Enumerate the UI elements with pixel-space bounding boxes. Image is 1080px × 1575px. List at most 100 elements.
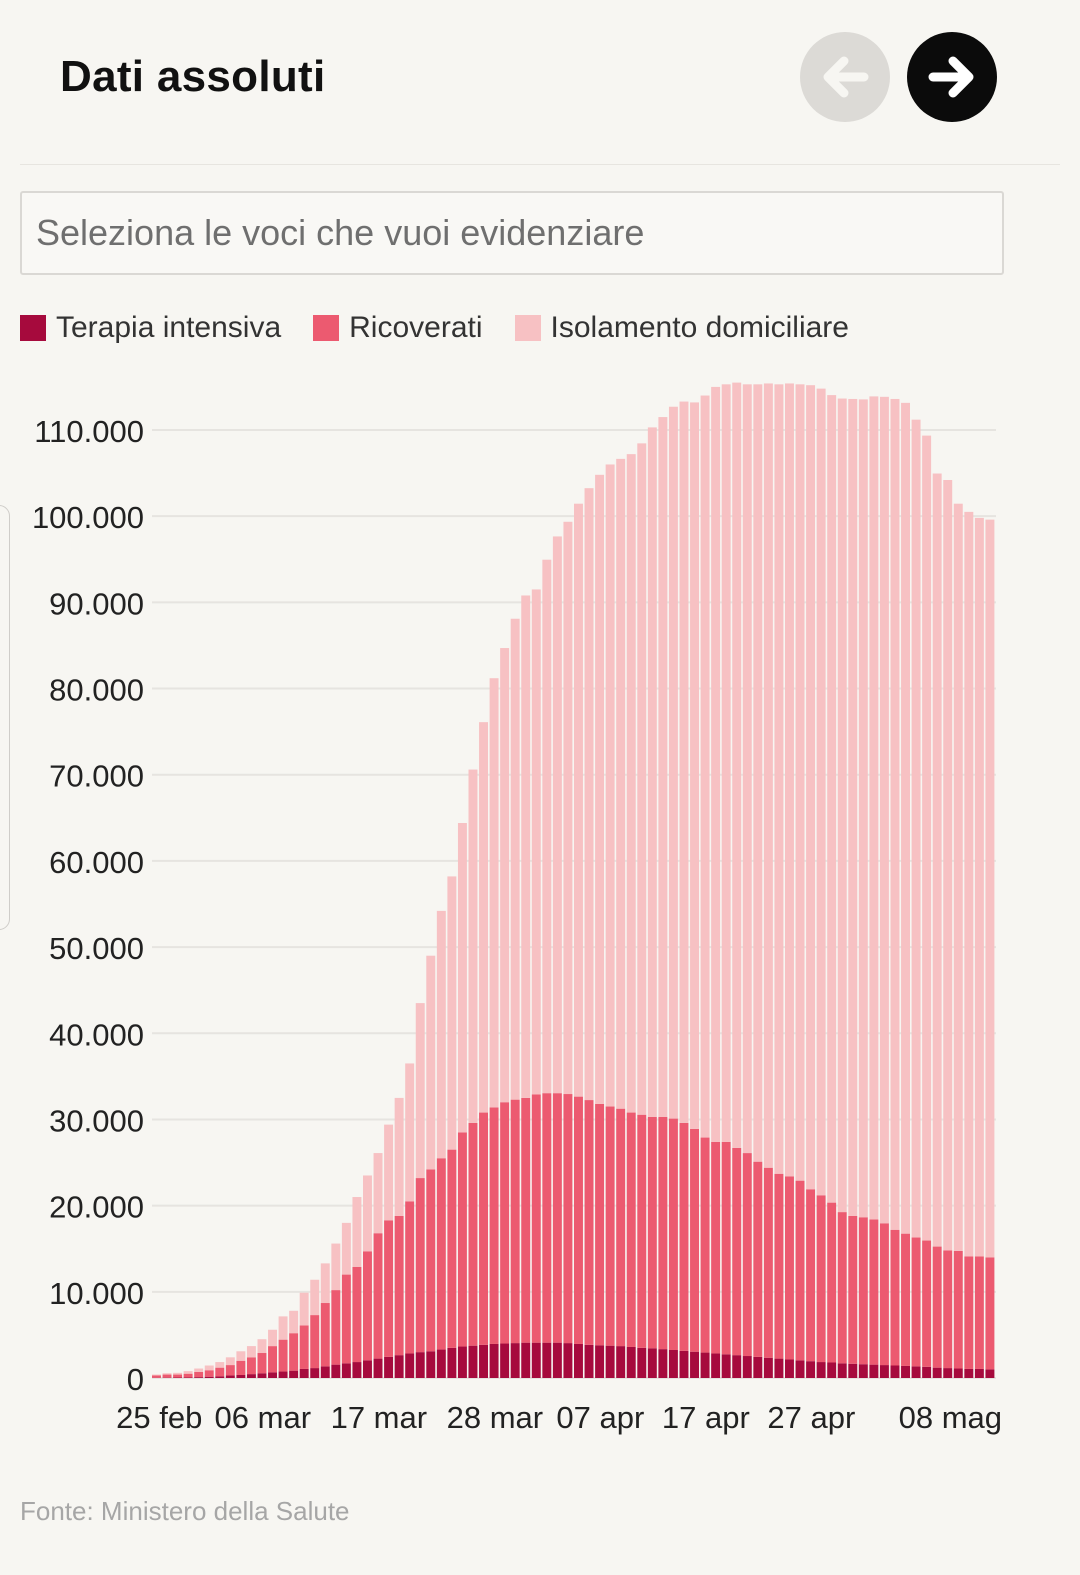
bar-isolamento-domiciliare[interactable] [489, 678, 499, 1108]
bar-ricoverati[interactable] [373, 1233, 383, 1359]
bar-ricoverati[interactable] [552, 1093, 562, 1343]
legend-item-isolamento-domiciliare[interactable]: Isolamento domiciliare [514, 311, 849, 345]
bar-isolamento-domiciliare[interactable] [785, 383, 794, 1177]
bar-terapia-intensiva[interactable] [394, 1355, 404, 1378]
bar-ricoverati[interactable] [363, 1251, 372, 1361]
bar-terapia-intensiva[interactable] [268, 1372, 277, 1378]
bar-terapia-intensiva[interactable] [384, 1356, 394, 1378]
bar-terapia-intensiva[interactable] [352, 1362, 362, 1378]
bar-ricoverati[interactable] [795, 1180, 805, 1361]
bar-ricoverati[interactable] [352, 1266, 362, 1363]
bar-ricoverati[interactable] [173, 1374, 183, 1378]
bar-isolamento-domiciliare[interactable] [552, 536, 562, 1094]
bar-isolamento-domiciliare[interactable] [320, 1263, 330, 1304]
bar-terapia-intensiva[interactable] [816, 1362, 826, 1378]
bar-isolamento-domiciliare[interactable] [732, 382, 742, 1148]
bar-isolamento-domiciliare[interactable] [510, 618, 520, 1100]
bar-ricoverati[interactable] [774, 1173, 784, 1359]
bar-ricoverati[interactable] [162, 1374, 172, 1378]
bar-ricoverati[interactable] [278, 1339, 288, 1372]
bar-ricoverati[interactable] [668, 1118, 678, 1350]
bar-terapia-intensiva[interactable] [690, 1351, 699, 1378]
bar-terapia-intensiva[interactable] [637, 1347, 647, 1378]
bar-ricoverati[interactable] [595, 1103, 605, 1346]
bar-isolamento-domiciliare[interactable] [837, 398, 847, 1213]
bar-ricoverati[interactable] [225, 1365, 235, 1376]
bar-isolamento-domiciliare[interactable] [626, 454, 636, 1113]
bar-isolamento-domiciliare[interactable] [310, 1279, 320, 1316]
bar-terapia-intensiva[interactable] [953, 1368, 963, 1378]
bar-terapia-intensiva[interactable] [658, 1349, 668, 1378]
bar-terapia-intensiva[interactable] [225, 1375, 235, 1378]
bar-isolamento-domiciliare[interactable] [668, 406, 678, 1119]
bar-terapia-intensiva[interactable] [331, 1364, 341, 1378]
bar-terapia-intensiva[interactable] [215, 1376, 225, 1378]
bar-isolamento-domiciliare[interactable] [225, 1357, 235, 1366]
bar-ricoverati[interactable] [901, 1233, 910, 1366]
bar-ricoverati[interactable] [320, 1303, 330, 1367]
bar-isolamento-domiciliare[interactable] [827, 395, 837, 1203]
bar-ricoverati[interactable] [785, 1176, 794, 1360]
bar-ricoverati[interactable] [510, 1099, 520, 1344]
bar-ricoverati[interactable] [341, 1274, 351, 1364]
bar-isolamento-domiciliare[interactable] [278, 1316, 288, 1340]
bar-ricoverati[interactable] [605, 1106, 615, 1346]
bar-terapia-intensiva[interactable] [204, 1376, 214, 1378]
bar-isolamento-domiciliare[interactable] [953, 503, 963, 1251]
bar-ricoverati[interactable] [700, 1137, 710, 1353]
bar-terapia-intensiva[interactable] [795, 1360, 805, 1378]
bar-terapia-intensiva[interactable] [521, 1342, 531, 1378]
search-input[interactable]: Seleziona le voci che vuoi evidenziare [20, 191, 1004, 275]
bar-terapia-intensiva[interactable] [183, 1377, 193, 1378]
bar-isolamento-domiciliare[interactable] [647, 427, 657, 1117]
bar-isolamento-domiciliare[interactable] [500, 648, 510, 1103]
bar-isolamento-domiciliare[interactable] [299, 1292, 309, 1326]
bar-ricoverati[interactable] [500, 1102, 510, 1344]
bar-isolamento-domiciliare[interactable] [289, 1310, 299, 1334]
bar-isolamento-domiciliare[interactable] [574, 503, 583, 1097]
bar-terapia-intensiva[interactable] [858, 1364, 868, 1378]
bar-isolamento-domiciliare[interactable] [394, 1097, 404, 1216]
bar-terapia-intensiva[interactable] [974, 1368, 984, 1378]
bar-ricoverati[interactable] [574, 1096, 583, 1344]
bar-isolamento-domiciliare[interactable] [173, 1372, 183, 1375]
bar-isolamento-domiciliare[interactable] [690, 402, 699, 1129]
bar-isolamento-domiciliare[interactable] [246, 1346, 256, 1358]
bar-isolamento-domiciliare[interactable] [679, 401, 689, 1123]
bar-ricoverati[interactable] [616, 1108, 626, 1347]
bar-terapia-intensiva[interactable] [711, 1353, 721, 1378]
bar-isolamento-domiciliare[interactable] [468, 769, 478, 1123]
bar-terapia-intensiva[interactable] [700, 1352, 710, 1378]
bar-ricoverati[interactable] [647, 1116, 657, 1349]
bar-terapia-intensiva[interactable] [943, 1368, 953, 1378]
bar-ricoverati[interactable] [215, 1367, 225, 1377]
bar-ricoverati[interactable] [384, 1220, 394, 1357]
bar-ricoverati[interactable] [732, 1147, 742, 1356]
bar-terapia-intensiva[interactable] [964, 1368, 974, 1378]
bar-isolamento-domiciliare[interactable] [595, 474, 605, 1104]
bar-isolamento-domiciliare[interactable] [384, 1124, 394, 1221]
bar-ricoverati[interactable] [763, 1167, 773, 1358]
bar-terapia-intensiva[interactable] [774, 1358, 784, 1378]
bar-ricoverati[interactable] [257, 1353, 267, 1374]
bar-ricoverati[interactable] [331, 1290, 341, 1365]
bar-terapia-intensiva[interactable] [932, 1367, 942, 1378]
bar-ricoverati[interactable] [890, 1229, 900, 1366]
bar-isolamento-domiciliare[interactable] [711, 386, 721, 1142]
bar-terapia-intensiva[interactable] [785, 1359, 794, 1378]
bar-ricoverati[interactable] [489, 1107, 499, 1344]
legend-item-ricoverati[interactable]: Ricoverati [313, 311, 483, 345]
bar-isolamento-domiciliare[interactable] [616, 458, 626, 1109]
bar-terapia-intensiva[interactable] [753, 1356, 763, 1378]
bar-isolamento-domiciliare[interactable] [152, 1374, 161, 1376]
bar-ricoverati[interactable] [742, 1153, 752, 1357]
bar-terapia-intensiva[interactable] [236, 1374, 246, 1378]
bar-isolamento-domiciliare[interactable] [964, 511, 974, 1257]
bar-terapia-intensiva[interactable] [257, 1373, 267, 1378]
bar-isolamento-domiciliare[interactable] [373, 1153, 383, 1234]
bar-terapia-intensiva[interactable] [436, 1349, 446, 1378]
bar-isolamento-domiciliare[interactable] [763, 383, 773, 1168]
bar-terapia-intensiva[interactable] [605, 1345, 615, 1378]
bar-terapia-intensiva[interactable] [246, 1374, 256, 1378]
bar-isolamento-domiciliare[interactable] [352, 1197, 362, 1267]
